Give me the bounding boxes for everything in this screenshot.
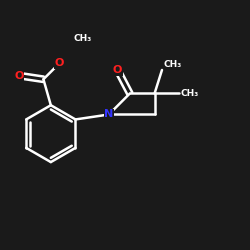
Text: N: N <box>104 110 114 120</box>
Text: CH₃: CH₃ <box>163 60 182 69</box>
Text: O: O <box>14 70 24 81</box>
Text: CH₃: CH₃ <box>180 89 199 98</box>
Text: O: O <box>113 65 122 75</box>
Text: O: O <box>55 58 64 68</box>
Text: CH₃: CH₃ <box>73 34 91 43</box>
